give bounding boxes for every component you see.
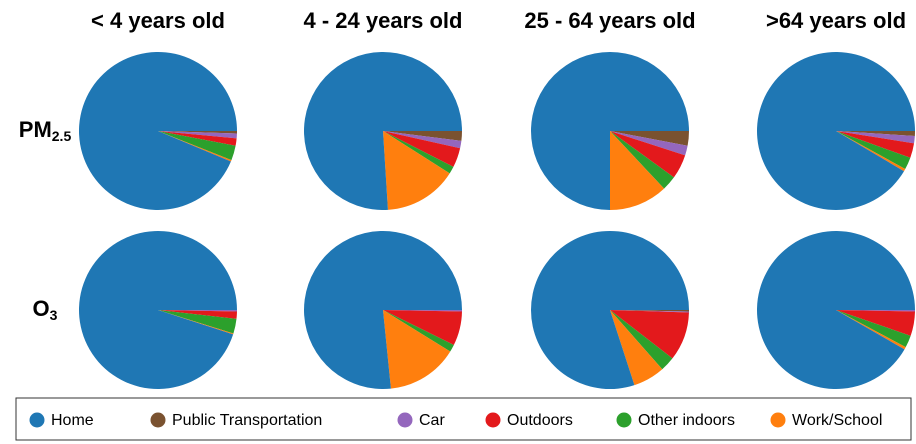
row-label: O3 (33, 296, 58, 323)
pie-slice (610, 310, 663, 386)
pie-slice (158, 131, 237, 139)
legend-swatch (485, 412, 501, 428)
pie-slice (610, 131, 674, 189)
legend-swatch (770, 412, 786, 428)
pie-slice (383, 131, 461, 167)
pie-slice (610, 310, 689, 359)
pie-slice (158, 131, 236, 161)
column-title: >64 years old (766, 8, 906, 33)
legend-label: Outdoors (507, 412, 573, 429)
pie-slice (79, 51, 237, 210)
pie-slice (383, 131, 462, 149)
pie-slice (383, 310, 451, 389)
pie-slice (836, 131, 911, 170)
pie-slice (610, 131, 689, 146)
pie-slice (836, 131, 915, 136)
pie-slice (836, 131, 906, 172)
legend-swatch (397, 412, 413, 428)
pie-slice (531, 231, 689, 389)
pie-slice (836, 131, 915, 144)
pie-slice (158, 131, 237, 146)
pie-slice (836, 310, 915, 336)
row-label-sub: 3 (50, 307, 58, 323)
pie-slice (610, 131, 665, 210)
pie-slice (757, 230, 915, 389)
pie-slice (610, 131, 686, 178)
column-title: < 4 years old (91, 8, 225, 33)
pie-slice (383, 131, 462, 141)
pie-slice (304, 231, 462, 390)
pie-slice (158, 310, 237, 319)
pie-slice (610, 310, 689, 312)
row-label-main: PM (19, 117, 52, 142)
pie-slice (836, 131, 915, 158)
legend-label: Home (51, 412, 94, 429)
pie-slice (383, 131, 450, 210)
pie-slice (836, 310, 915, 312)
legend-label: Other indoors (638, 412, 735, 429)
pie-slice (158, 131, 232, 162)
legend-swatch (616, 412, 632, 428)
pie-slice (531, 52, 689, 210)
pie-slice (610, 131, 688, 156)
column-title: 25 - 64 years old (524, 8, 695, 33)
pie-slice (610, 310, 689, 313)
pie-slice (158, 310, 238, 312)
pie-slice (304, 52, 462, 210)
row-label-main: O (33, 296, 50, 321)
pie-slice (158, 131, 237, 134)
legend-label: Work/School (792, 412, 882, 429)
legend-swatch (150, 412, 166, 428)
pie-slice (383, 310, 454, 352)
legend-label: Car (419, 412, 445, 429)
row-label-sub: 2.5 (52, 128, 72, 144)
pie-slice (383, 310, 462, 345)
legend-label: Public Transportation (172, 412, 322, 429)
pie-slice (383, 131, 454, 174)
pie-slice (158, 310, 234, 335)
pie-slice (158, 310, 237, 334)
pie-slice (78, 231, 237, 390)
column-title: 4 - 24 years old (304, 8, 463, 33)
pie-slice (757, 51, 915, 210)
pie-slice (610, 310, 673, 370)
pie-slice (836, 310, 911, 348)
pie-slice (383, 310, 462, 312)
legend-swatch (29, 412, 45, 428)
row-label: PM2.5 (19, 117, 72, 144)
pie-slice (836, 310, 906, 350)
